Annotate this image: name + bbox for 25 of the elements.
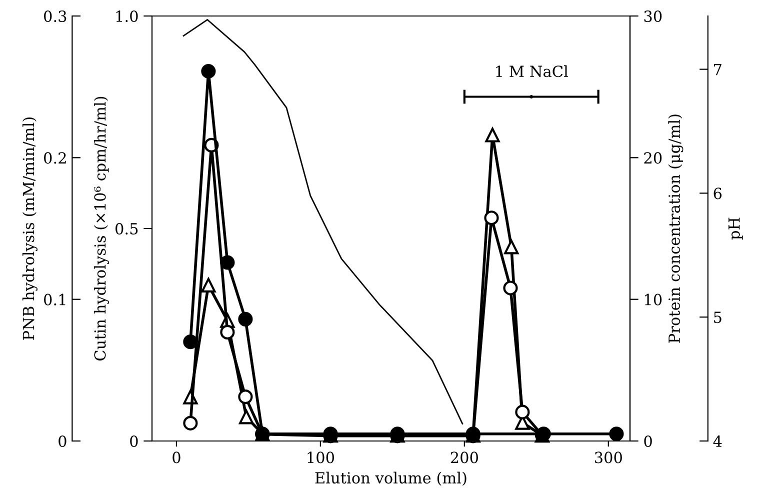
x-axis-title: Elution volume (ml) bbox=[315, 472, 466, 486]
y2-tick-label: 0 bbox=[58, 435, 66, 448]
y2-tick-label: 0.1 bbox=[44, 294, 66, 306]
series-label: 1 M NaCl bbox=[496, 65, 568, 78]
y-axis-title: Protein concentration (μg/ml) bbox=[668, 114, 684, 343]
y-tick-label: 20 bbox=[644, 152, 662, 164]
y2-tick-label: 6 bbox=[714, 188, 722, 200]
y2-axis-title: PNB hydrolysis (mM/min/ml) bbox=[22, 118, 38, 340]
y-tick-label: 10 bbox=[645, 294, 662, 306]
y-tick-label: 0 bbox=[644, 435, 652, 448]
y-tick-label: 0 bbox=[130, 435, 138, 448]
x-tick-label: 300 bbox=[594, 452, 622, 464]
x-tick-label: 200 bbox=[450, 452, 478, 464]
y-tick-label: 30 bbox=[644, 10, 662, 22]
y2-tick-label: 5 bbox=[714, 312, 722, 324]
y2-axis-title: pH bbox=[728, 218, 743, 240]
y-axis-title: Cutin hydrolysis (×10⁶ cpm/hr/ml) bbox=[94, 96, 109, 361]
y-tick-label: 0.5 bbox=[116, 222, 138, 235]
y2-tick-label: 7 bbox=[714, 64, 722, 76]
x-tick-label: 0 bbox=[172, 452, 180, 464]
y-tick-label: 1.0 bbox=[116, 10, 138, 22]
x-tick-label: 100 bbox=[308, 452, 334, 464]
y2-tick-label: 0.2 bbox=[44, 152, 66, 164]
y2-tick-label: 4 bbox=[713, 435, 722, 447]
y2-tick-label: 0.3 bbox=[44, 10, 66, 22]
